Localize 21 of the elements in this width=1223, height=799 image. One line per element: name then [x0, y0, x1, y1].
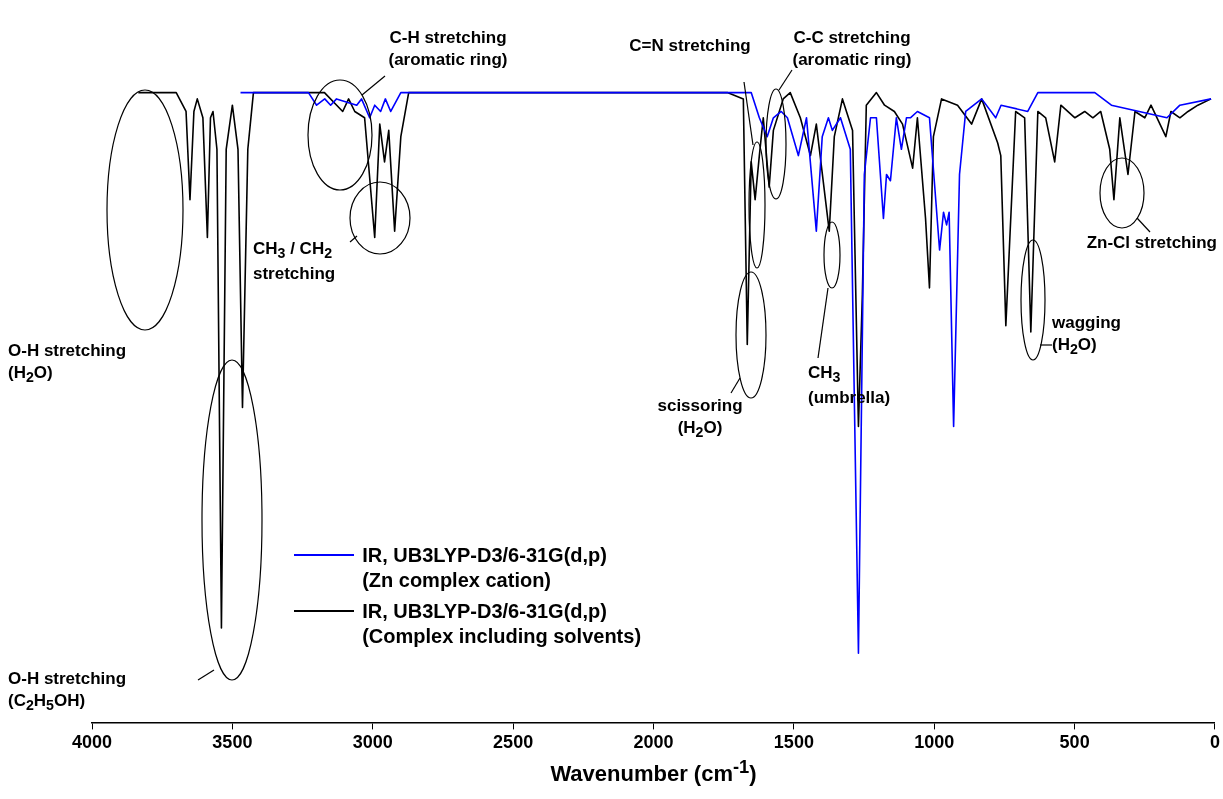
x-axis-title: Wavenumber (cm$^{-1}$) — [550, 756, 757, 788]
x-tick-label: 0 — [1209, 732, 1220, 753]
x-tick-label: 3000 — [352, 732, 393, 753]
annotation: Zn-Cl stretching — [1086, 232, 1217, 254]
x-tick-label: 2000 — [633, 732, 674, 753]
annotation: CH$_{3}$ / CH$_{2}$ stretching — [253, 238, 336, 285]
x-tick-label: 4000 — [71, 732, 113, 753]
annotation: wagging (H$_{2}$O) — [1052, 312, 1121, 359]
x-tick-label: 3500 — [212, 732, 253, 753]
x-tick-label: 1500 — [773, 732, 814, 753]
text: C=N stretching — [629, 35, 751, 57]
legend-label: IR, UB3LYP-D3/6-31G(d,p) (Complex including solvents) — [362, 598, 642, 649]
annotation: O-H stretching (C$_{2}$H$_{5}$OH) — [8, 668, 127, 715]
text: C-C stretching (aromatic ring) — [792, 27, 912, 72]
x-tick-label: 500 — [1059, 732, 1090, 753]
legend-label: IR, UB3LYP-D3/6-31G(d,p) (Zn complex cation) — [362, 542, 607, 593]
annotation: scissoring (H$_{2}$O) — [657, 395, 743, 442]
x-tick-label: 2500 — [493, 732, 534, 753]
annotation: O-H stretching (H$_{2}$O) — [8, 340, 127, 387]
x-tick-label: 1000 — [914, 732, 955, 753]
text: C-H stretching (aromatic ring) — [388, 27, 508, 72]
